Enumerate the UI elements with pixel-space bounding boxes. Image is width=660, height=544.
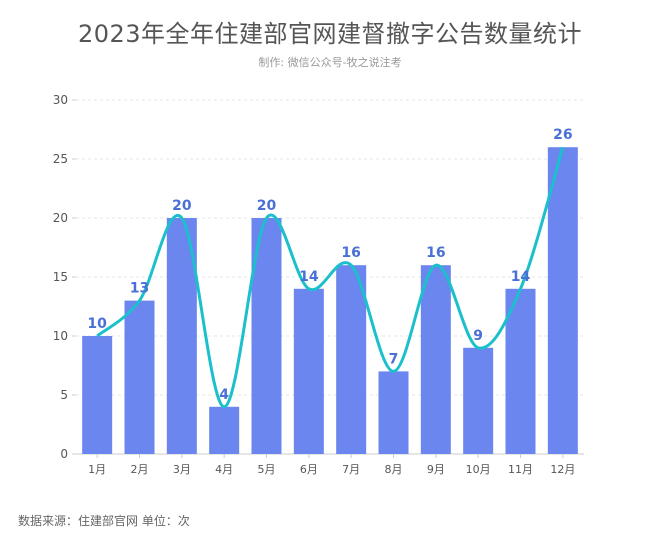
data-label: 7 [389, 351, 399, 367]
data-label: 16 [341, 245, 360, 261]
data-label: 14 [299, 269, 319, 285]
x-tick-label: 6月 [300, 463, 318, 476]
bar-9月 [420, 265, 451, 454]
bar-11月 [505, 288, 536, 454]
x-tick-label: 3月 [173, 463, 191, 476]
x-tick-label: 1月 [88, 463, 106, 476]
x-tick-label: 11月 [508, 463, 533, 476]
x-tick-label: 2月 [131, 463, 149, 476]
y-tick-label: 15 [53, 270, 68, 284]
data-label: 14 [511, 269, 531, 285]
data-label: 16 [426, 245, 445, 261]
data-label: 13 [130, 281, 149, 297]
x-tick-label: 5月 [258, 463, 276, 476]
bar-4月 [209, 406, 240, 454]
data-label: 10 [87, 316, 107, 332]
y-tick-label: 20 [53, 211, 68, 225]
y-tick-label: 30 [53, 93, 68, 107]
data-label: 4 [219, 387, 229, 403]
footer-source: 数据来源：住建部官网 单位：次 [18, 514, 190, 528]
bar-7月 [336, 265, 367, 454]
bar-1月 [82, 336, 113, 454]
chart-subtitle: 制作: 微信公众号-牧之说注考 [258, 56, 402, 69]
trend-line [96, 146, 565, 409]
bar-12月 [547, 147, 578, 454]
data-label: 20 [257, 198, 277, 214]
data-label: 20 [172, 198, 192, 214]
bar-8月 [378, 371, 409, 454]
y-tick-label: 10 [53, 329, 68, 343]
data-label: 9 [473, 328, 483, 344]
y-tick-label: 0 [60, 447, 68, 461]
x-tick-label: 7月 [342, 463, 360, 476]
x-tick-label: 4月 [215, 463, 233, 476]
y-tick-label: 25 [53, 152, 68, 166]
bar-10月 [463, 347, 494, 454]
chart-title: 2023年全年住建部官网建督撤字公告数量统计 [77, 20, 583, 48]
bar-6月 [293, 288, 324, 454]
x-tick-label: 9月 [427, 463, 445, 476]
x-tick-label: 10月 [466, 463, 491, 476]
x-tick-label: 12月 [550, 463, 575, 476]
y-tick-label: 5 [60, 388, 68, 402]
data-label: 26 [553, 127, 572, 143]
bar-2月 [124, 300, 155, 454]
x-tick-label: 8月 [385, 463, 403, 476]
